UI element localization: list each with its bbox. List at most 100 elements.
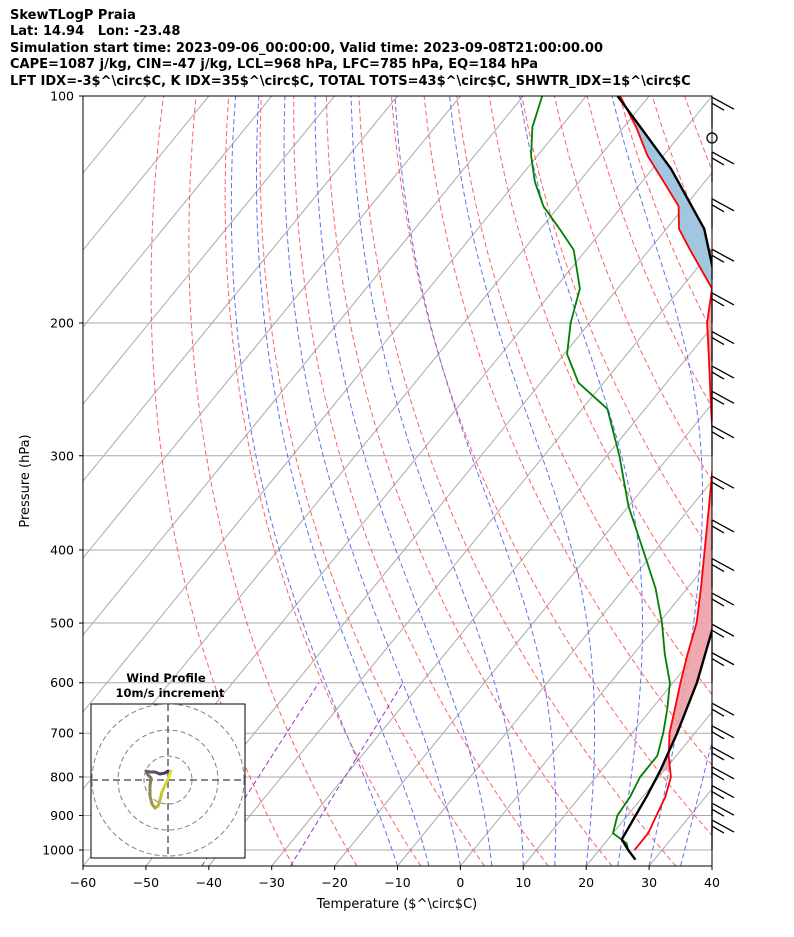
isotherm-line (522, 634, 712, 866)
wind-barb (711, 390, 735, 422)
barb-flag (711, 623, 735, 637)
barb-half-flag (711, 825, 725, 834)
time-label: Simulation start time: 2023-09-06_00:00:… (10, 40, 603, 56)
inset-ring-30 (91, 704, 245, 857)
barb-flag (711, 766, 735, 780)
cape-indices-label: CAPE=1087 j/kg, CIN=-47 j/kg, LCL=968 hP… (10, 57, 538, 73)
wind-barb (711, 766, 735, 797)
barb-flag (711, 519, 735, 533)
x-tick-label: 30 (641, 875, 657, 890)
y-axis-label: Pressure (hPa) (18, 434, 33, 527)
background-guide-lines (83, 96, 794, 866)
barb-half-flag (711, 752, 725, 761)
dry-adiabat (619, 96, 712, 333)
parcel-profile (616, 96, 712, 861)
isotherm-line (83, 96, 398, 482)
isotherm-line (208, 249, 712, 866)
x-tick-label: 40 (704, 875, 720, 890)
moist-adiabat (314, 96, 493, 866)
dry-adiabat (259, 96, 485, 866)
x-axis-label: Temperature ($^\circ$C) (316, 897, 477, 912)
dry-adiabat (325, 96, 613, 866)
barb-flag (711, 702, 735, 716)
dry-adiabat (358, 96, 677, 866)
x-axis-ticks: −60 −50 −40 −30 −20 −10 0 10 20 30 40 (70, 866, 720, 890)
isotherm-line (460, 557, 712, 866)
barb-flag (711, 784, 735, 799)
isotherm-line (334, 403, 712, 866)
wind-barb (711, 519, 735, 550)
barb-half-flag (711, 790, 725, 800)
barb-half-flag (711, 563, 725, 573)
moist-adiabat (350, 96, 524, 866)
isotherm-line (83, 96, 461, 559)
y-tick-label: 1000 (42, 843, 74, 858)
isotherm-line (397, 480, 712, 866)
isotherm-line (83, 96, 210, 251)
barb-flag (711, 819, 735, 833)
barb-flag (711, 802, 735, 816)
barb-half-flag (711, 298, 725, 307)
x-tick-label: −30 (259, 875, 285, 890)
dry-adiabat (423, 96, 712, 766)
temperature-profile (619, 96, 712, 851)
moist-adiabat (394, 96, 557, 866)
wind-barb (711, 802, 735, 834)
profile-lines (530, 96, 712, 861)
barb-half-flag (711, 336, 725, 346)
dry-adiabat (521, 96, 712, 554)
dry-adiabat (456, 96, 712, 696)
x-tick-label: −40 (196, 875, 222, 890)
moist-adiabat (230, 96, 398, 866)
wind-profile-inset: Wind Profile 10m/s increment (90, 671, 246, 859)
hodograph-segment (167, 769, 173, 779)
x-tick-label: −60 (70, 875, 96, 890)
wind-barb (711, 702, 735, 734)
location-label: Lat: 14.94 Lon: -23.48 (10, 24, 181, 40)
moist-adiabat (256, 96, 430, 866)
hodograph-trace (144, 769, 173, 810)
dewpoint-profile (530, 96, 671, 851)
wind-barb (711, 292, 735, 323)
wind-barb (711, 198, 735, 229)
x-tick-label: −20 (321, 875, 347, 890)
chart-title-block: SkewTLogP Praia Lat: 14.94 Lon: -23.48 Sim… (10, 8, 691, 90)
dry-adiabat (293, 96, 549, 866)
barb-flag (711, 557, 735, 572)
barb-half-flag (711, 371, 725, 380)
barb-half-flag (711, 204, 725, 213)
moist-adiabat (283, 96, 461, 866)
barb-half-flag (711, 157, 725, 166)
dry-adiabat (488, 96, 712, 625)
x-tick-label: 20 (578, 875, 594, 890)
barb-flag (711, 425, 735, 439)
dry-adiabat (717, 96, 794, 866)
barb-flag (711, 592, 735, 606)
isotherm-line (271, 326, 712, 866)
isotherm-line (585, 711, 712, 866)
wind-barb (711, 425, 735, 456)
y-axis-ticks: 100 200 300 400 500 600 700 800 900 1000 (42, 89, 83, 858)
barb-half-flag (711, 772, 725, 781)
isotherm-line (83, 96, 524, 636)
wind-barb (711, 623, 735, 655)
inset-title: Wind Profile (126, 671, 206, 685)
y-tick-label: 900 (50, 808, 74, 823)
wind-barb (711, 819, 735, 851)
cin-area (617, 96, 712, 296)
barb-half-flag (711, 731, 725, 740)
wind-barb (711, 652, 735, 683)
barb-half-flag (711, 708, 725, 717)
x-tick-label: 0 (456, 875, 464, 890)
barb-flag (711, 475, 735, 489)
moist-adiabat (711, 864, 712, 866)
y-tick-label: 600 (50, 675, 74, 690)
dry-adiabat (553, 96, 712, 482)
wind-barb (711, 151, 735, 182)
dry-adiabat (224, 96, 422, 866)
wind-barb (711, 475, 735, 507)
barb-half-flag (711, 102, 725, 111)
y-tick-label: 200 (50, 315, 74, 330)
isotherm-line (775, 96, 794, 866)
